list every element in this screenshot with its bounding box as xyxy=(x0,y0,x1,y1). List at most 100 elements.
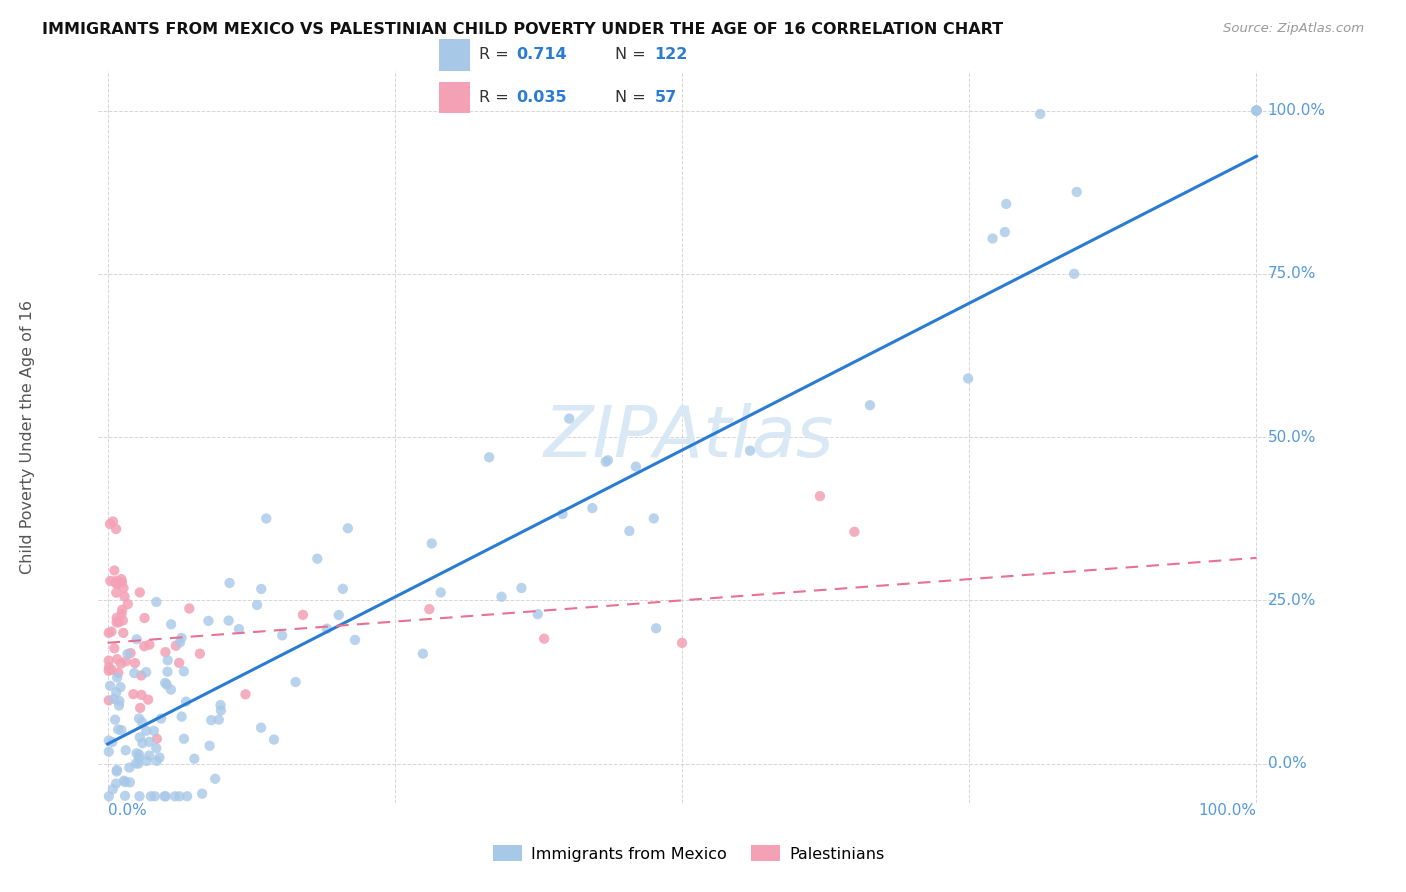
Point xyxy=(148,750,170,764)
Point xyxy=(581,501,603,516)
Point xyxy=(117,597,139,611)
Text: 25.0%: 25.0% xyxy=(1268,593,1316,607)
Point xyxy=(328,607,350,622)
Point xyxy=(844,524,866,539)
Point xyxy=(491,590,513,604)
Point xyxy=(173,665,195,679)
Point xyxy=(107,665,129,680)
Point xyxy=(98,679,121,693)
Point xyxy=(994,225,1017,239)
Point xyxy=(115,654,138,668)
Point xyxy=(1246,103,1268,118)
Point xyxy=(97,625,120,640)
Point xyxy=(643,511,665,525)
Point xyxy=(129,701,152,715)
Point xyxy=(332,582,354,596)
Point xyxy=(135,723,157,738)
Point xyxy=(110,657,132,671)
Point xyxy=(128,711,150,725)
Point xyxy=(105,652,128,666)
Point xyxy=(105,585,128,599)
Point xyxy=(120,646,142,660)
Point xyxy=(150,712,173,726)
Text: R =: R = xyxy=(479,90,509,105)
Point xyxy=(135,754,157,768)
Point xyxy=(129,668,152,682)
Text: 0.0%: 0.0% xyxy=(1268,756,1306,771)
Point xyxy=(1066,185,1088,199)
Point xyxy=(105,611,128,625)
Point xyxy=(155,645,177,659)
Point xyxy=(110,572,132,586)
Point xyxy=(142,723,165,738)
Point xyxy=(271,628,294,642)
Point xyxy=(128,756,150,771)
Point xyxy=(412,647,434,661)
Point xyxy=(118,775,141,789)
Point xyxy=(104,713,127,727)
Point xyxy=(124,656,146,670)
Point xyxy=(738,443,761,458)
Point xyxy=(235,687,257,701)
Point xyxy=(114,775,136,789)
Point xyxy=(1063,267,1085,281)
Point xyxy=(170,631,193,645)
Point xyxy=(135,665,157,680)
Text: 100.0%: 100.0% xyxy=(1268,103,1326,118)
Point xyxy=(179,601,201,615)
Point xyxy=(165,639,187,653)
Point xyxy=(136,692,159,706)
Point xyxy=(200,713,222,727)
Text: 0.714: 0.714 xyxy=(516,47,567,62)
Point xyxy=(173,731,195,746)
FancyBboxPatch shape xyxy=(439,39,470,70)
Point xyxy=(981,231,1004,245)
Point xyxy=(105,615,128,630)
Point xyxy=(336,521,359,535)
Text: 0.0%: 0.0% xyxy=(108,803,146,818)
Point xyxy=(155,789,177,804)
Point xyxy=(254,511,277,525)
Point xyxy=(188,647,211,661)
Text: IMMIGRANTS FROM MEXICO VS PALESTINIAN CHILD POVERTY UNDER THE AGE OF 16 CORRELAT: IMMIGRANTS FROM MEXICO VS PALESTINIAN CH… xyxy=(42,22,1004,37)
Point xyxy=(98,574,121,588)
Point xyxy=(114,590,136,604)
Point xyxy=(526,607,548,622)
Point xyxy=(957,371,980,385)
Point xyxy=(128,751,150,765)
Point xyxy=(128,585,150,599)
Point xyxy=(105,764,128,779)
Point xyxy=(315,622,337,636)
Point xyxy=(145,595,167,609)
Point xyxy=(429,585,451,599)
Point xyxy=(110,723,132,738)
Point xyxy=(118,761,141,775)
Point xyxy=(156,678,179,692)
Point xyxy=(218,576,240,591)
Point xyxy=(250,582,273,596)
Point xyxy=(105,574,128,588)
Point xyxy=(125,756,148,771)
Point xyxy=(307,551,329,566)
Point xyxy=(533,632,555,646)
Point xyxy=(208,713,231,727)
Point xyxy=(122,687,145,701)
Point xyxy=(167,656,190,670)
Point xyxy=(859,398,882,412)
Point xyxy=(134,639,156,653)
Point xyxy=(114,743,136,757)
Point xyxy=(344,632,367,647)
Point xyxy=(169,635,191,649)
Text: 75.0%: 75.0% xyxy=(1268,267,1316,281)
Text: Source: ZipAtlas.com: Source: ZipAtlas.com xyxy=(1223,22,1364,36)
Point xyxy=(156,653,179,667)
Point xyxy=(1246,103,1268,118)
Point xyxy=(153,676,176,690)
Point xyxy=(122,666,145,681)
FancyBboxPatch shape xyxy=(439,82,470,113)
Point xyxy=(218,614,240,628)
Point xyxy=(291,607,314,622)
Point xyxy=(1246,103,1268,118)
Point xyxy=(250,721,273,735)
Legend: Immigrants from Mexico, Palestinians: Immigrants from Mexico, Palestinians xyxy=(486,838,891,868)
